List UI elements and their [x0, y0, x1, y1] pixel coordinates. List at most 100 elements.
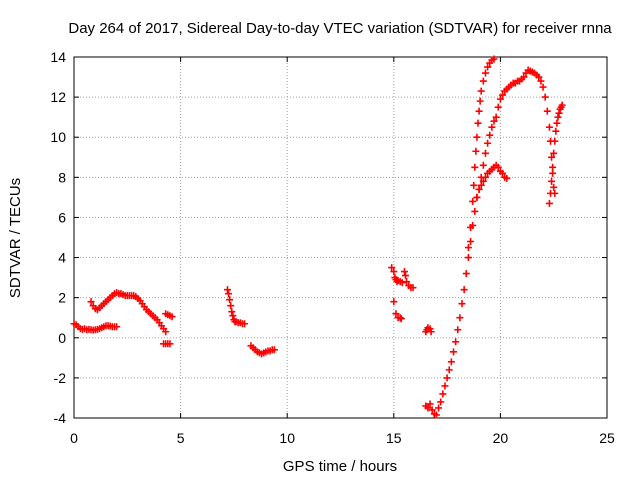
series-segment-2b [247, 342, 278, 358]
data-point [449, 348, 457, 356]
data-point [456, 314, 464, 322]
data-point [435, 404, 443, 412]
data-point [549, 163, 557, 171]
data-point [229, 312, 237, 320]
data-point [477, 181, 485, 189]
chart-title: Day 264 of 2017, Sidereal Day-to-day VTE… [68, 20, 612, 37]
data-point [390, 298, 398, 306]
series-segment-4c [464, 55, 498, 252]
data-point [474, 119, 482, 127]
data-point [87, 298, 95, 306]
data-point [475, 107, 483, 115]
data-point [424, 404, 432, 412]
series-segment-3b [390, 298, 405, 323]
x-tick-label: 5 [177, 430, 185, 446]
y-tick-label: -2 [54, 370, 67, 386]
data-point [551, 137, 559, 145]
y-tick-label: -4 [54, 410, 67, 426]
data-point [168, 313, 176, 321]
data-point [486, 131, 494, 139]
data-point [471, 207, 479, 215]
data-point [439, 390, 447, 398]
data-point [496, 95, 504, 103]
data-point [398, 279, 406, 287]
data-point [443, 374, 451, 382]
y-tick-label: 4 [58, 250, 66, 266]
data-point [241, 320, 249, 328]
x-tick-label: 10 [279, 430, 295, 446]
data-point [452, 338, 460, 346]
data-point [548, 177, 556, 185]
data-point [409, 284, 417, 292]
data-points [70, 55, 566, 419]
data-point [475, 185, 483, 193]
data-point [400, 268, 408, 276]
y-tick-label: 12 [50, 89, 66, 105]
data-point [492, 113, 500, 121]
x-axis-label: GPS time / hours [283, 458, 397, 475]
data-point [537, 77, 545, 85]
y-axis-label: SDTVAR / TECUs [7, 178, 24, 298]
data-point [473, 193, 481, 201]
data-point [558, 101, 566, 109]
data-point [227, 302, 235, 310]
data-point [479, 77, 487, 85]
series-segment-3a [388, 264, 406, 287]
data-point [469, 197, 477, 205]
data-point [445, 366, 453, 374]
data-point [432, 411, 440, 419]
y-tick-label: 2 [58, 290, 66, 306]
data-point [228, 308, 236, 316]
data-point [503, 174, 511, 182]
data-point [403, 278, 411, 286]
data-point [454, 326, 462, 334]
data-point [479, 177, 487, 185]
y-tick-label: 14 [50, 49, 66, 65]
data-point [392, 310, 400, 318]
data-point [543, 107, 551, 115]
data-point [553, 119, 561, 127]
plot-frame [73, 56, 608, 419]
data-point [535, 73, 543, 81]
grid-lines [74, 57, 607, 418]
data-point [460, 286, 468, 294]
data-point [426, 400, 434, 408]
data-point [490, 117, 498, 125]
data-point [464, 254, 472, 262]
series-segment-1d [162, 310, 176, 321]
data-point [490, 55, 498, 63]
series-segment-1b [87, 289, 170, 336]
data-point [470, 181, 478, 189]
x-tick-label: 15 [386, 430, 402, 446]
data-point [481, 149, 489, 157]
y-tick-label: 0 [58, 330, 66, 346]
data-point [547, 189, 555, 197]
data-point [484, 139, 492, 147]
data-point [477, 173, 485, 181]
data-point [113, 323, 121, 331]
data-point [494, 163, 502, 171]
data-point [226, 296, 234, 304]
data-point [541, 93, 549, 101]
data-point [458, 300, 466, 308]
data-point [545, 123, 553, 131]
data-point [488, 123, 496, 131]
data-point [479, 161, 487, 169]
data-point [549, 169, 557, 177]
data-point [397, 315, 405, 323]
data-point [270, 346, 278, 354]
data-point [441, 382, 449, 390]
series-segment-4e [545, 101, 566, 207]
data-point [499, 169, 507, 177]
series-segment-3c [400, 268, 417, 292]
data-point [481, 69, 489, 77]
data-point [402, 272, 410, 280]
series-segment-1c [160, 340, 174, 348]
data-point [428, 406, 436, 414]
data-point [427, 328, 435, 336]
x-tick-label: 20 [493, 430, 509, 446]
x-tick-label: 0 [70, 430, 78, 446]
data-point [467, 238, 475, 246]
data-point [388, 264, 396, 272]
